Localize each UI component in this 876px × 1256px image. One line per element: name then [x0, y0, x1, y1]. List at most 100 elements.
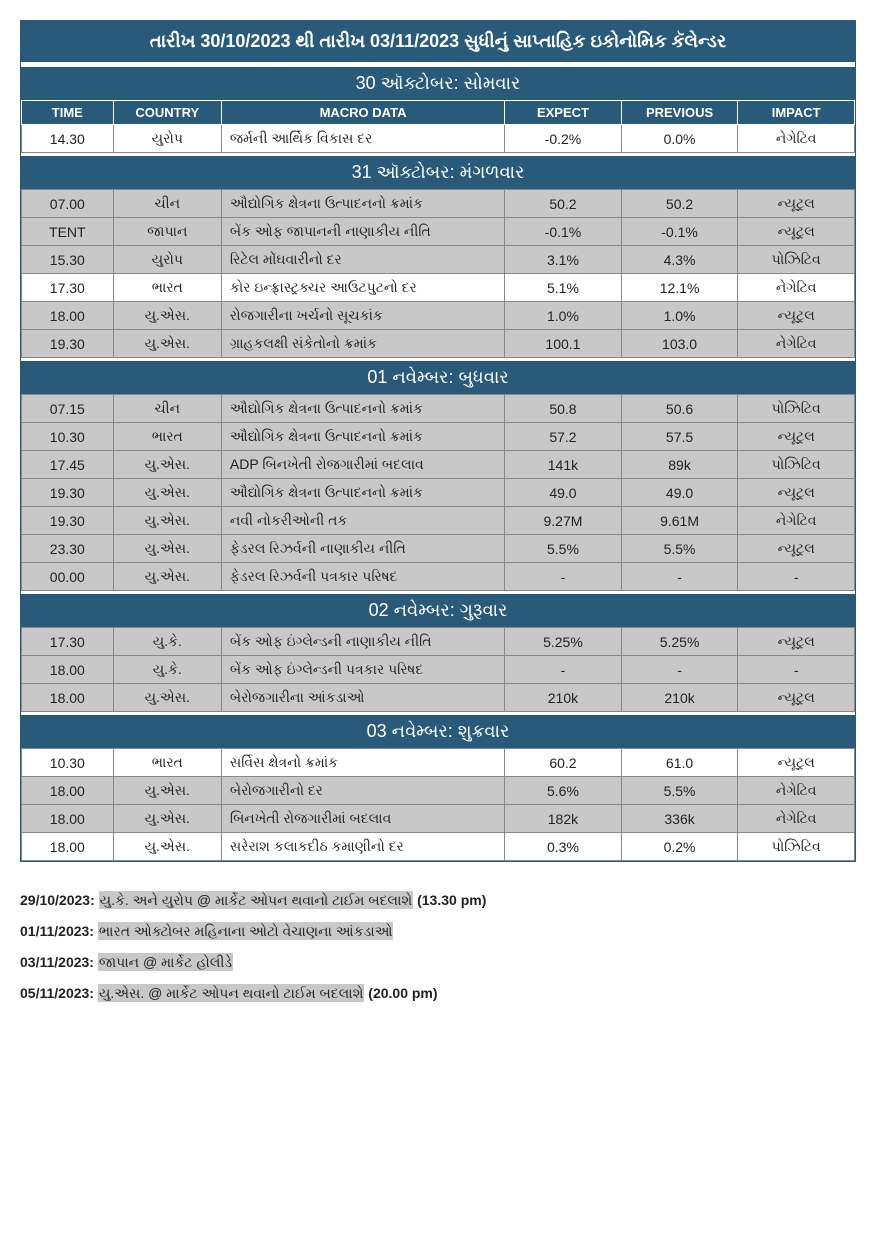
cell-impact: નેગેટિવ [738, 507, 855, 535]
cell-macro: ADP બિનખેતી રોજગારીમાં બદલાવ [221, 451, 504, 479]
note-line: 29/10/2023: યુ.કે. અને યુરોપ @ માર્કેટ ઓ… [20, 892, 856, 909]
table-row: 23.30યુ.એસ.ફેડરલ રિઝર્વની નાણાકીય નીતિ5.… [22, 535, 855, 563]
note-date: 01/11/2023: [20, 923, 98, 939]
cell-time: 19.30 [22, 330, 114, 358]
cell-expect: 210k [505, 684, 622, 712]
table-row: TENTજાપાનબેંક ઓફ જાપાનની નાણાકીય નીતિ-0.… [22, 218, 855, 246]
table-row: 19.30યુ.એસ.ગ્રાહકલક્ષી સંકેતોનો ક્રમાંક1… [22, 330, 855, 358]
table-row: 18.00યુ.એસ.બેરોજગારીના આંકડાઓ210k210kન્ય… [22, 684, 855, 712]
cell-time: 18.00 [22, 302, 114, 330]
main-title: તારીખ 30/10/2023 થી તારીખ 03/11/2023 સુધ… [21, 21, 855, 64]
note-text: યુ.કે. અને યુરોપ @ માર્કેટ ઓપન થવાનો ટાઈ… [99, 891, 414, 909]
table-row: 18.00યુ.એસ.રોજગારીના ખર્ચનો સૂચકાંક1.0%1… [22, 302, 855, 330]
cell-previous: 12.1% [621, 274, 738, 302]
cell-previous: 5.5% [621, 777, 738, 805]
cell-expect: 3.1% [505, 246, 622, 274]
cell-country: ભારત [113, 423, 221, 451]
cell-impact: - [738, 656, 855, 684]
cell-impact: પોઝિટિવ [738, 395, 855, 423]
cell-previous: 5.5% [621, 535, 738, 563]
note-line: 05/11/2023: યુ.એસ. @ માર્કેટ ઓપન થવાનો ટ… [20, 985, 856, 1002]
cell-macro: ઔદ્યોગિક ક્ષેત્રના ઉત્પાદનનો ક્રમાંક [221, 479, 504, 507]
cell-macro: બેરોજગારીના આંકડાઓ [221, 684, 504, 712]
column-header-impact: IMPACT [738, 101, 855, 125]
cell-previous: 61.0 [621, 749, 738, 777]
cell-expect: 5.25% [505, 628, 622, 656]
cell-time: 18.00 [22, 777, 114, 805]
cell-macro: ઔદ્યોગિક ક્ષેત્રના ઉત્પાદનનો ક્રમાંક [221, 190, 504, 218]
cell-time: 07.15 [22, 395, 114, 423]
cell-previous: 4.3% [621, 246, 738, 274]
cell-impact: ન્યૂટ્રલ [738, 684, 855, 712]
cell-macro: રોજગારીના ખર્ચનો સૂચકાંક [221, 302, 504, 330]
column-header-expect: EXPECT [505, 101, 622, 125]
cell-previous: 336k [621, 805, 738, 833]
note-date: 03/11/2023: [20, 954, 98, 970]
calendar-table: TIMECOUNTRYMACRO DATAEXPECTPREVIOUSIMPAC… [21, 100, 855, 153]
cell-impact: ન્યૂટ્રલ [738, 190, 855, 218]
cell-country: યુ.કે. [113, 628, 221, 656]
cell-macro: બિનખેતી રોજગારીમાં બદલાવ [221, 805, 504, 833]
cell-macro: સરેરાશ કલાકદીઠ કમાણીનો દર [221, 833, 504, 861]
cell-previous: 103.0 [621, 330, 738, 358]
cell-previous: 0.2% [621, 833, 738, 861]
column-header-country: COUNTRY [113, 101, 221, 125]
table-row: 10.30ભારતસર્વિસ ક્ષેત્રનો ક્રમાંક60.261.… [22, 749, 855, 777]
cell-country: યુ.એસ. [113, 777, 221, 805]
cell-expect: 182k [505, 805, 622, 833]
cell-country: યુ.એસ. [113, 302, 221, 330]
cell-expect: - [505, 656, 622, 684]
cell-impact: નેગેટિવ [738, 330, 855, 358]
cell-macro: ઔદ્યોગિક ક્ષેત્રના ઉત્પાદનનો ક્રમાંક [221, 423, 504, 451]
note-date: 29/10/2023: [20, 892, 99, 908]
cell-country: યુ.એસ. [113, 330, 221, 358]
column-header-previous: PREVIOUS [621, 101, 738, 125]
cell-previous: - [621, 563, 738, 591]
cell-previous: 0.0% [621, 125, 738, 153]
cell-impact: નેગેટિવ [738, 274, 855, 302]
cell-previous: 49.0 [621, 479, 738, 507]
cell-time: 10.30 [22, 749, 114, 777]
cell-previous: 50.2 [621, 190, 738, 218]
cell-expect: 57.2 [505, 423, 622, 451]
cell-macro: સર્વિસ ક્ષેત્રનો ક્રમાંક [221, 749, 504, 777]
cell-time: 14.30 [22, 125, 114, 153]
cell-previous: 9.61M [621, 507, 738, 535]
cell-time: 19.30 [22, 479, 114, 507]
day-header: 31 ઑક્ટોબર: મંગળવાર [21, 153, 855, 189]
cell-country: ચીન [113, 395, 221, 423]
calendar-table: 07.15ચીનઔદ્યોગિક ક્ષેત્રના ઉત્પાદનનો ક્ર… [21, 394, 855, 591]
cell-time: 19.30 [22, 507, 114, 535]
cell-country: ભારત [113, 749, 221, 777]
cell-previous: -0.1% [621, 218, 738, 246]
table-row: 17.30યુ.કે.બેંક ઓફ ઇંગ્લેન્ડની નાણાકીય ન… [22, 628, 855, 656]
cell-expect: - [505, 563, 622, 591]
cell-time: 18.00 [22, 833, 114, 861]
cell-macro: બેંક ઓફ ઇંગ્લેન્ડની પત્રકાર પરિષદ [221, 656, 504, 684]
cell-macro: બેરોજગારીનો દર [221, 777, 504, 805]
cell-impact: ન્યૂટ્રલ [738, 423, 855, 451]
cell-country: યુ.એસ. [113, 833, 221, 861]
table-row: 15.30યુરોપરિટેલ મોંઘવારીનો દર3.1%4.3%પોઝ… [22, 246, 855, 274]
cell-country: યુ.એસ. [113, 563, 221, 591]
cell-time: 17.30 [22, 628, 114, 656]
cell-time: TENT [22, 218, 114, 246]
cell-country: યુ.કે. [113, 656, 221, 684]
cell-country: યુરોપ [113, 246, 221, 274]
cell-country: યુ.એસ. [113, 684, 221, 712]
cell-expect: -0.1% [505, 218, 622, 246]
cell-macro: જર્મની આર્થિક વિકાસ દર [221, 125, 504, 153]
cell-country: ચીન [113, 190, 221, 218]
cell-impact: નેગેટિવ [738, 125, 855, 153]
table-row: 00.00યુ.એસ.ફેડરલ રિઝર્વની પત્રકાર પરિષદ-… [22, 563, 855, 591]
cell-expect: 49.0 [505, 479, 622, 507]
cell-impact: પોઝિટિવ [738, 451, 855, 479]
cell-macro: બેંક ઓફ જાપાનની નાણાકીય નીતિ [221, 218, 504, 246]
day-header: 30 ઑક્ટોબર: સોમવાર [21, 64, 855, 100]
cell-impact: પોઝિટિવ [738, 833, 855, 861]
cell-expect: 0.3% [505, 833, 622, 861]
cell-macro: બેંક ઓફ ઇંગ્લેન્ડની નાણાકીય નીતિ [221, 628, 504, 656]
cell-country: યુ.એસ. [113, 451, 221, 479]
cell-previous: 57.5 [621, 423, 738, 451]
cell-country: જાપાન [113, 218, 221, 246]
